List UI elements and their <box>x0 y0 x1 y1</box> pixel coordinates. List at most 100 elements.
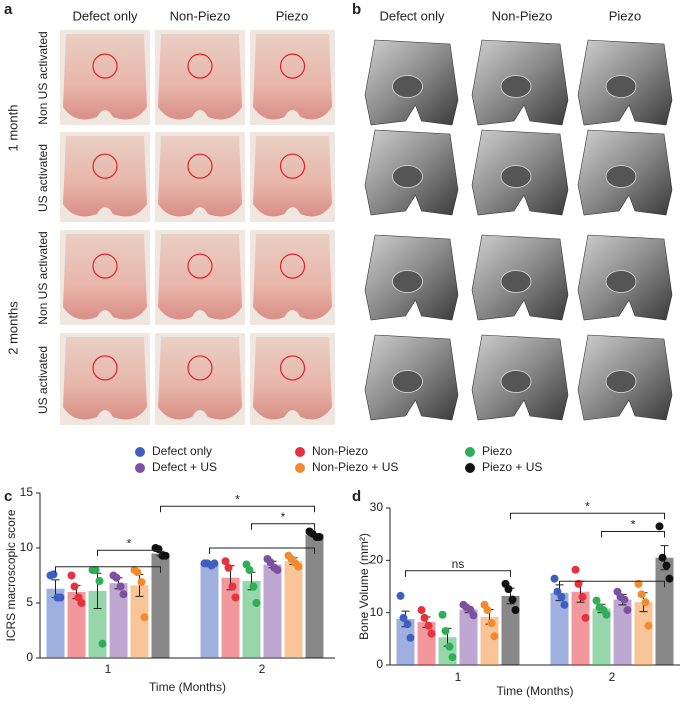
knee-photo <box>158 34 242 120</box>
x-tick-label: 1 <box>105 662 112 676</box>
legend-marker <box>135 463 145 473</box>
data-point <box>70 582 79 591</box>
defect-render <box>500 75 532 98</box>
data-point <box>424 621 433 630</box>
data-point <box>571 565 580 574</box>
row-label: 1 month <box>5 105 20 152</box>
data-point <box>399 613 408 622</box>
data-point <box>137 578 146 587</box>
defect-circle <box>187 53 213 79</box>
legend-label: Non-Piezo <box>312 444 368 458</box>
data-point <box>581 613 590 622</box>
x-tick-label: 1 <box>455 670 462 684</box>
knee-photo <box>63 34 147 120</box>
data-point <box>210 559 219 568</box>
data-point <box>98 639 107 648</box>
data-point <box>417 606 426 615</box>
y-tick-label: 10 <box>370 605 384 619</box>
row-sublabel: US activated <box>36 144 50 212</box>
bar <box>242 581 261 658</box>
legend-marker <box>295 463 305 473</box>
y-tick-label: 30 <box>370 500 384 514</box>
x-tick-label: 2 <box>259 662 266 676</box>
column-header: Defect only <box>379 8 445 23</box>
data-point <box>469 611 478 620</box>
data-point <box>112 573 121 582</box>
defect-render <box>500 165 532 188</box>
data-point <box>315 533 324 541</box>
data-point <box>77 599 86 607</box>
y-axis-label: ICRS macroscopic score <box>4 509 18 641</box>
data-point <box>228 582 237 591</box>
data-point <box>95 577 104 585</box>
significance-label: * <box>235 492 240 506</box>
x-axis-label: Time (Months) <box>149 680 226 694</box>
data-point <box>294 562 303 571</box>
significance-bracket <box>601 531 665 538</box>
bar <box>130 585 149 658</box>
data-point <box>602 610 611 619</box>
bar <box>550 592 569 665</box>
defect-render <box>392 370 423 393</box>
y-tick-label: 0 <box>26 650 33 664</box>
data-point <box>592 596 601 605</box>
defect-render <box>605 370 637 393</box>
significance-bracket <box>559 580 665 588</box>
x-tick-label: 2 <box>609 670 616 684</box>
y-tick-label: 20 <box>370 553 384 567</box>
significance-label: * <box>127 536 132 550</box>
bar <box>655 557 674 665</box>
data-point <box>644 621 653 630</box>
knee-photo <box>253 136 332 217</box>
data-point <box>620 595 629 604</box>
legend-marker <box>465 447 475 457</box>
defect-render <box>605 270 637 293</box>
significance-label: * <box>631 518 636 532</box>
bar <box>46 588 65 658</box>
data-point <box>403 620 412 629</box>
knee-photo <box>63 234 147 320</box>
legend-label: Piezo <box>482 444 512 458</box>
column-header: Piezo <box>276 8 309 23</box>
data-point <box>504 585 513 594</box>
defect-circle <box>187 355 213 381</box>
data-point <box>665 574 674 583</box>
knee-photo <box>253 234 332 320</box>
legend-label: Defect only <box>152 444 212 458</box>
data-point <box>221 557 230 566</box>
data-point <box>49 570 58 579</box>
knee-photo <box>158 136 242 217</box>
data-point <box>67 571 76 580</box>
defect-render <box>605 165 637 188</box>
legend-marker <box>465 463 475 473</box>
data-point <box>641 598 650 607</box>
knee-photo <box>158 234 242 320</box>
data-point <box>511 606 520 615</box>
panel-label: c <box>4 488 12 505</box>
significance-label: * <box>281 510 286 524</box>
bar <box>263 564 282 658</box>
data-point <box>637 590 646 599</box>
defect-circle <box>92 355 118 381</box>
row-sublabel: Non US activated <box>36 31 50 124</box>
column-header: Defect only <box>72 8 138 23</box>
y-tick-label: 10 <box>20 540 34 554</box>
row-label: 2 months <box>5 301 20 355</box>
data-point <box>91 566 100 574</box>
legend-marker <box>135 447 145 457</box>
row-sublabel: US activated <box>36 346 50 414</box>
data-point <box>406 633 415 642</box>
data-point <box>445 642 454 651</box>
data-point <box>266 558 275 567</box>
data-point <box>133 568 142 577</box>
knee-photo <box>253 337 332 420</box>
data-point <box>231 593 240 602</box>
defect-render <box>392 270 423 293</box>
x-axis-label: Time (Months) <box>497 684 574 698</box>
data-point <box>508 595 517 604</box>
y-axis-label: Bone Volume (mm²) <box>357 533 371 640</box>
panel-label: b <box>352 1 361 18</box>
defect-render <box>392 75 423 98</box>
defect-render <box>500 270 532 293</box>
